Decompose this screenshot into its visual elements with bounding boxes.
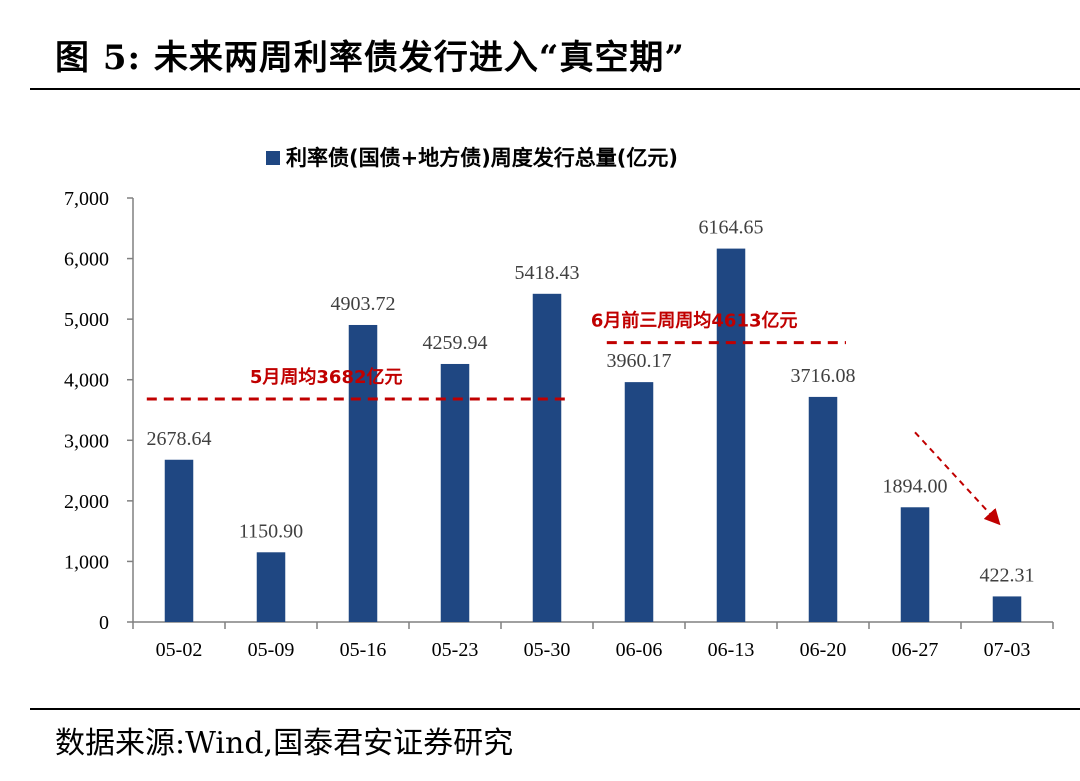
x-tick-label: 06-13 <box>708 639 755 661</box>
bar-chart: 利率债(国债+地方债)周度发行总量(亿元) 0 1,000 2,000 3,000 4,… <box>64 146 1054 661</box>
bar-05-09 <box>256 552 286 622</box>
x-tick-label: 05-09 <box>248 639 295 661</box>
x-tick-label: 07-03 <box>984 639 1031 661</box>
x-tick-label: 05-30 <box>524 639 571 661</box>
source-rule <box>30 708 1080 710</box>
data-label: 1150.90 <box>239 520 303 542</box>
data-label: 2678.64 <box>147 428 212 450</box>
y-tick-label: 3,000 <box>64 430 109 452</box>
data-label: 6164.65 <box>699 217 764 239</box>
legend-swatch <box>266 151 280 165</box>
title-rule <box>30 88 1080 90</box>
y-tick-label: 1,000 <box>64 551 109 573</box>
bar-05-02 <box>164 459 194 622</box>
x-tick-label: 06-06 <box>616 639 663 661</box>
bar-06-27 <box>900 507 930 622</box>
x-tick-label: 06-20 <box>800 639 847 661</box>
y-tick-label: 2,000 <box>64 491 109 513</box>
bar-05-23 <box>440 363 470 622</box>
data-label: 1894.00 <box>883 475 948 497</box>
x-tick-label: 06-27 <box>892 639 939 661</box>
trend-arrow <box>914 431 1001 526</box>
source-note: 数据来源:Wind,国泰君安证券研究 <box>55 726 514 761</box>
bar-06-20 <box>808 396 838 622</box>
y-tick-label: 0 <box>99 612 109 634</box>
x-tick-label: 05-16 <box>340 639 387 661</box>
x-tick-label: 05-23 <box>432 639 479 661</box>
bar-07-03 <box>992 596 1022 622</box>
bar-06-06 <box>624 382 654 622</box>
legend-label: 利率债(国债+地方债)周度发行总量(亿元) <box>286 146 678 170</box>
data-label: 3716.08 <box>791 365 856 387</box>
data-label: 4903.72 <box>331 293 396 315</box>
bar-05-16 <box>348 324 378 622</box>
data-label: 5418.43 <box>515 262 580 284</box>
y-tick-label: 4,000 <box>64 370 109 392</box>
bar-05-30 <box>532 293 562 622</box>
bar-06-13 <box>716 248 746 623</box>
x-tick-label: 05-02 <box>156 639 203 661</box>
average-line-label: 6月前三周周均4613亿元 <box>591 310 798 332</box>
data-label: 4259.94 <box>423 332 488 354</box>
y-tick-label: 5,000 <box>64 309 109 331</box>
y-tick-label: 6,000 <box>64 249 109 271</box>
data-label: 422.31 <box>980 564 1035 586</box>
figure-title: 图 5: 未来两周利率债发行进入“真空期” <box>55 38 685 78</box>
chart-legend: 利率债(国债+地方债)周度发行总量(亿元) <box>266 146 678 170</box>
average-line-label: 5月周均3682亿元 <box>250 366 403 388</box>
y-tick-label: 7,000 <box>64 188 109 210</box>
data-label: 3960.17 <box>607 350 672 372</box>
